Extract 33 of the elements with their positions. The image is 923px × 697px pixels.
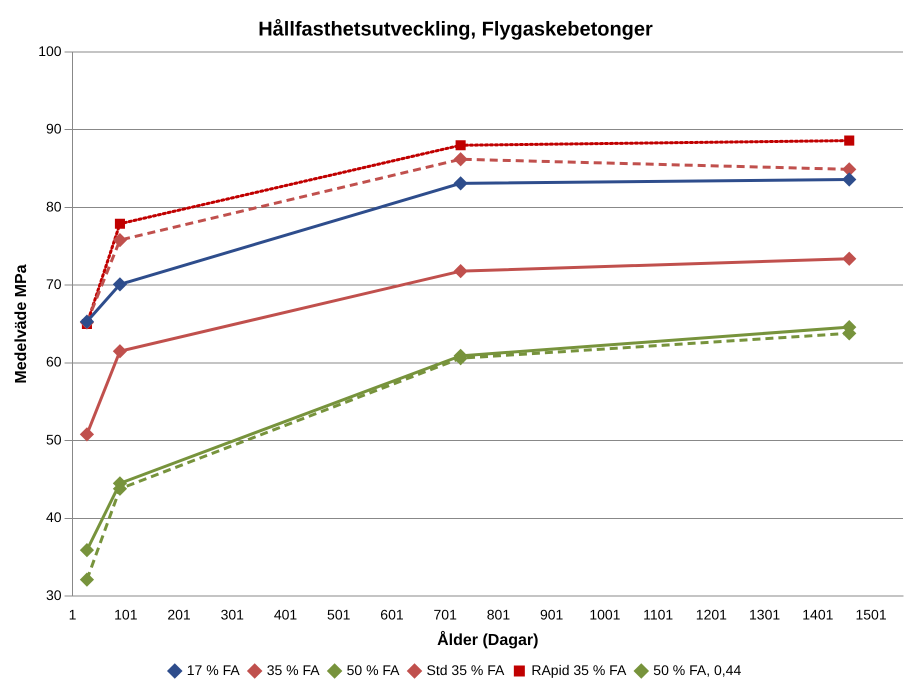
legend-label: 17 % FA <box>186 662 240 678</box>
legend-label: Std 35 % FA <box>426 662 506 678</box>
legend-label: 50 % FA, 0,44 <box>653 662 742 678</box>
x-tick-label: 501 <box>327 606 351 622</box>
x-tick-label: 101 <box>114 606 138 622</box>
x-tick-label: 1301 <box>749 606 780 622</box>
x-tick-label: 1201 <box>696 606 728 622</box>
x-tick-label: 601 <box>380 606 404 622</box>
x-tick-label: 201 <box>167 606 191 622</box>
y-tick-label: 100 <box>38 42 62 59</box>
y-axis-title: Medelväde MPa <box>13 264 30 384</box>
legend-label: 50 % FA <box>346 662 400 678</box>
y-tick-label: 50 <box>46 431 62 448</box>
y-tick-label: 40 <box>46 509 62 526</box>
x-tick-label: 301 <box>220 606 244 622</box>
y-tick-label: 60 <box>46 354 62 370</box>
x-tick-label: 1501 <box>855 606 887 622</box>
x-tick-label: 401 <box>274 606 298 622</box>
chart-title: Hållfasthetsutveckling, Flygaskebetonger <box>258 18 653 41</box>
legend-label: RApid 35 % FA <box>531 662 627 678</box>
x-tick-label: 1401 <box>802 606 834 622</box>
x-tick-label: 801 <box>486 606 510 622</box>
y-tick-label: 80 <box>46 198 62 214</box>
x-axis-title: Ålder (Dagar) <box>437 630 538 649</box>
y-tick-label: 70 <box>46 276 62 292</box>
x-tick-label: 701 <box>434 606 458 622</box>
y-tick-label: 90 <box>46 120 62 137</box>
legend-label: 35 % FA <box>266 662 320 678</box>
x-tick-label: 1101 <box>643 606 674 622</box>
x-tick-label: 1001 <box>589 606 621 622</box>
x-tick-label: 1 <box>68 606 77 622</box>
y-tick-label: 30 <box>46 586 62 603</box>
x-tick-label: 901 <box>540 606 564 622</box>
